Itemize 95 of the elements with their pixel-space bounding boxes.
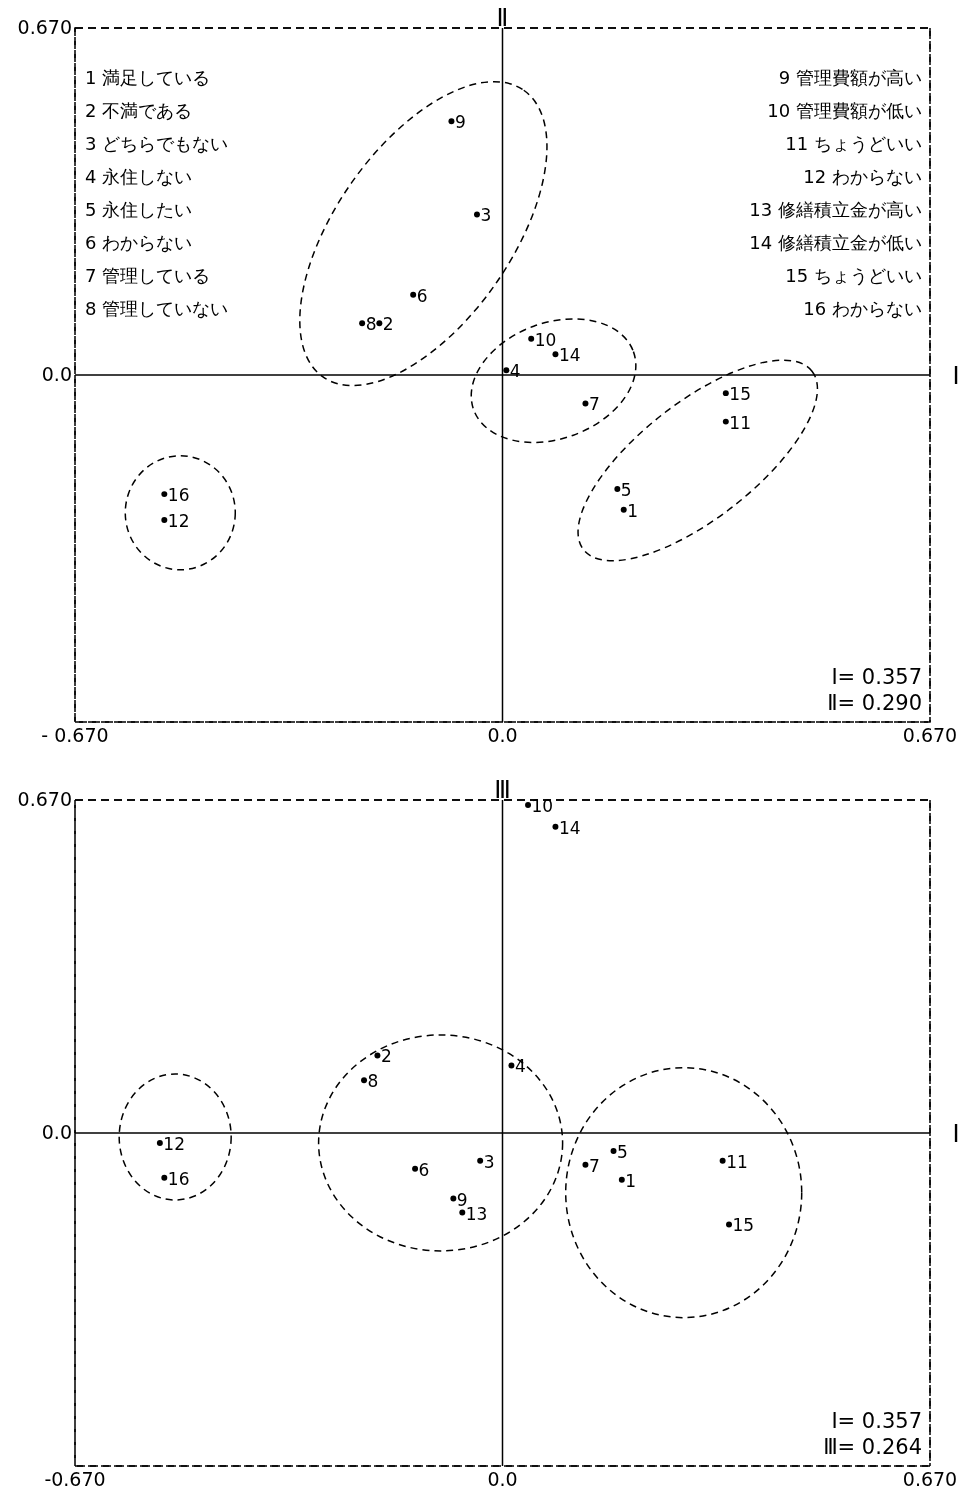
y-axis-title: Ⅲ — [494, 776, 511, 804]
annotation: 8 — [367, 1071, 379, 1092]
annotation: 12 — [167, 511, 190, 532]
annotation: 9 — [454, 112, 466, 133]
annotation: 12 — [163, 1133, 185, 1154]
point — [161, 517, 168, 523]
annotation: 2 不満である — [85, 100, 193, 121]
annotation: 14 — [558, 345, 581, 366]
annotation: 5 — [620, 479, 632, 500]
point — [448, 118, 455, 125]
annotation: 5 永住したい — [85, 199, 193, 220]
annotation: 4 永住しない — [85, 166, 193, 187]
y-axis-title: Ⅱ — [496, 4, 509, 32]
y-tick-label: 0.670 — [17, 788, 72, 810]
annotation: 3 — [483, 1151, 495, 1172]
annotation: 6 — [416, 285, 428, 306]
annotation: 7 — [588, 394, 600, 415]
annotation: 3 — [480, 205, 492, 226]
point — [610, 1147, 617, 1154]
x-tick-label: -0.670 — [44, 1468, 106, 1490]
annotation: 15 ちょうどいい — [785, 265, 922, 286]
point — [552, 823, 559, 830]
annotation: Ⅱ= 0.290 — [827, 691, 922, 715]
annotation: 7 — [588, 1155, 600, 1176]
y-tick-label: 0.0 — [41, 1121, 72, 1143]
point — [459, 1209, 466, 1216]
point — [359, 320, 366, 327]
annotation: 16 — [167, 485, 190, 506]
annotation: 15 — [729, 384, 751, 405]
point — [528, 335, 535, 342]
annotation: 3 どちらでもない — [85, 133, 229, 154]
annotation: 2 — [382, 314, 394, 335]
annotation: 13 修繕積立金が高い — [749, 199, 922, 220]
point — [722, 390, 729, 397]
annotation: 6 — [418, 1159, 430, 1180]
point — [508, 1062, 515, 1069]
annotation: 2 — [380, 1046, 392, 1067]
point — [156, 1139, 163, 1146]
y-tick-label: 0.0 — [41, 363, 72, 385]
annotation: 9 — [456, 1189, 468, 1210]
annotation: 10 — [531, 795, 554, 816]
point — [361, 1077, 368, 1084]
annotation: Ⅲ= 0.264 — [823, 1435, 922, 1459]
annotation: 8 — [365, 314, 377, 335]
annotation: 11 — [726, 1151, 748, 1172]
x-tick-label: 0.0 — [487, 1468, 518, 1490]
annotation: 1 — [625, 1170, 637, 1191]
point — [552, 351, 559, 358]
annotation: 11 ちょうどいい — [785, 133, 922, 154]
x-tick-label: 0.670 — [902, 1468, 958, 1490]
point — [477, 1157, 484, 1164]
annotation: 10 管理費額が低い — [767, 100, 922, 121]
x-tick-label: - 0.670 — [41, 724, 109, 746]
x-tick-label: 0.670 — [902, 724, 958, 746]
point — [376, 320, 383, 327]
point — [620, 506, 627, 513]
point — [614, 485, 621, 492]
annotation: 11 — [729, 412, 751, 433]
annotation: 15 — [732, 1215, 755, 1236]
point — [412, 1165, 419, 1172]
annotation: Ⅰ= 0.357 — [831, 665, 922, 689]
point — [726, 1221, 732, 1228]
point — [582, 1161, 589, 1168]
annotation: 10 — [534, 329, 557, 350]
annotation: 5 — [617, 1141, 628, 1162]
point — [503, 367, 510, 374]
annotation: 1 — [627, 500, 639, 521]
annotation: 1 満足している — [85, 67, 211, 88]
x-tick-label: 0.0 — [487, 724, 518, 746]
point — [161, 491, 168, 498]
x-axis-title: Ⅰ — [952, 362, 960, 390]
point — [525, 801, 532, 808]
point — [582, 400, 589, 407]
point — [410, 291, 417, 298]
annotation: 14 — [558, 817, 581, 838]
annotation: 8 管理していない — [85, 298, 229, 319]
annotation: 9 管理費額が高い — [778, 67, 922, 88]
annotation: 13 — [465, 1203, 488, 1224]
point — [722, 418, 729, 425]
annotation: 16 わからない — [803, 298, 922, 319]
annotation: 12 わからない — [803, 166, 922, 187]
annotation: 6 わからない — [85, 232, 193, 253]
annotation: 4 — [514, 1056, 526, 1077]
annotation: 7 管理している — [85, 265, 211, 286]
point — [473, 211, 480, 218]
x-axis-title: Ⅰ — [952, 1120, 960, 1148]
point — [618, 1176, 625, 1183]
point — [719, 1157, 726, 1164]
point — [374, 1052, 381, 1059]
annotation: 14 修繕積立金が低い — [749, 232, 922, 253]
point — [161, 1174, 168, 1181]
point — [450, 1195, 457, 1202]
annotation: Ⅰ= 0.357 — [831, 1409, 922, 1433]
y-tick-label: 0.670 — [17, 16, 72, 38]
annotation: 16 — [167, 1168, 190, 1189]
